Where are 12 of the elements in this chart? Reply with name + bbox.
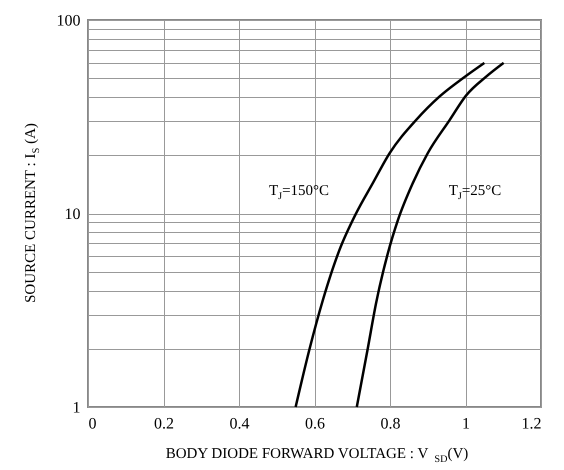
y-tick-label: 100 xyxy=(56,12,80,30)
x-tick-label: 0.8 xyxy=(380,416,400,432)
x-tick-label: 0.6 xyxy=(305,416,325,432)
line-series xyxy=(356,62,505,408)
x-tick-label: 0.4 xyxy=(230,416,250,432)
y-tick-label: 10 xyxy=(64,206,80,223)
x-tick-label: 1 xyxy=(462,416,470,432)
y-axis-title: SOURCE CURRENT : IS (A) xyxy=(23,123,42,303)
x-tick-label: 0 xyxy=(88,416,96,432)
y-tick-label: 1 xyxy=(72,400,80,416)
x-tick-label: 0.2 xyxy=(154,416,174,432)
x-tick-label: 1.2 xyxy=(522,416,542,432)
